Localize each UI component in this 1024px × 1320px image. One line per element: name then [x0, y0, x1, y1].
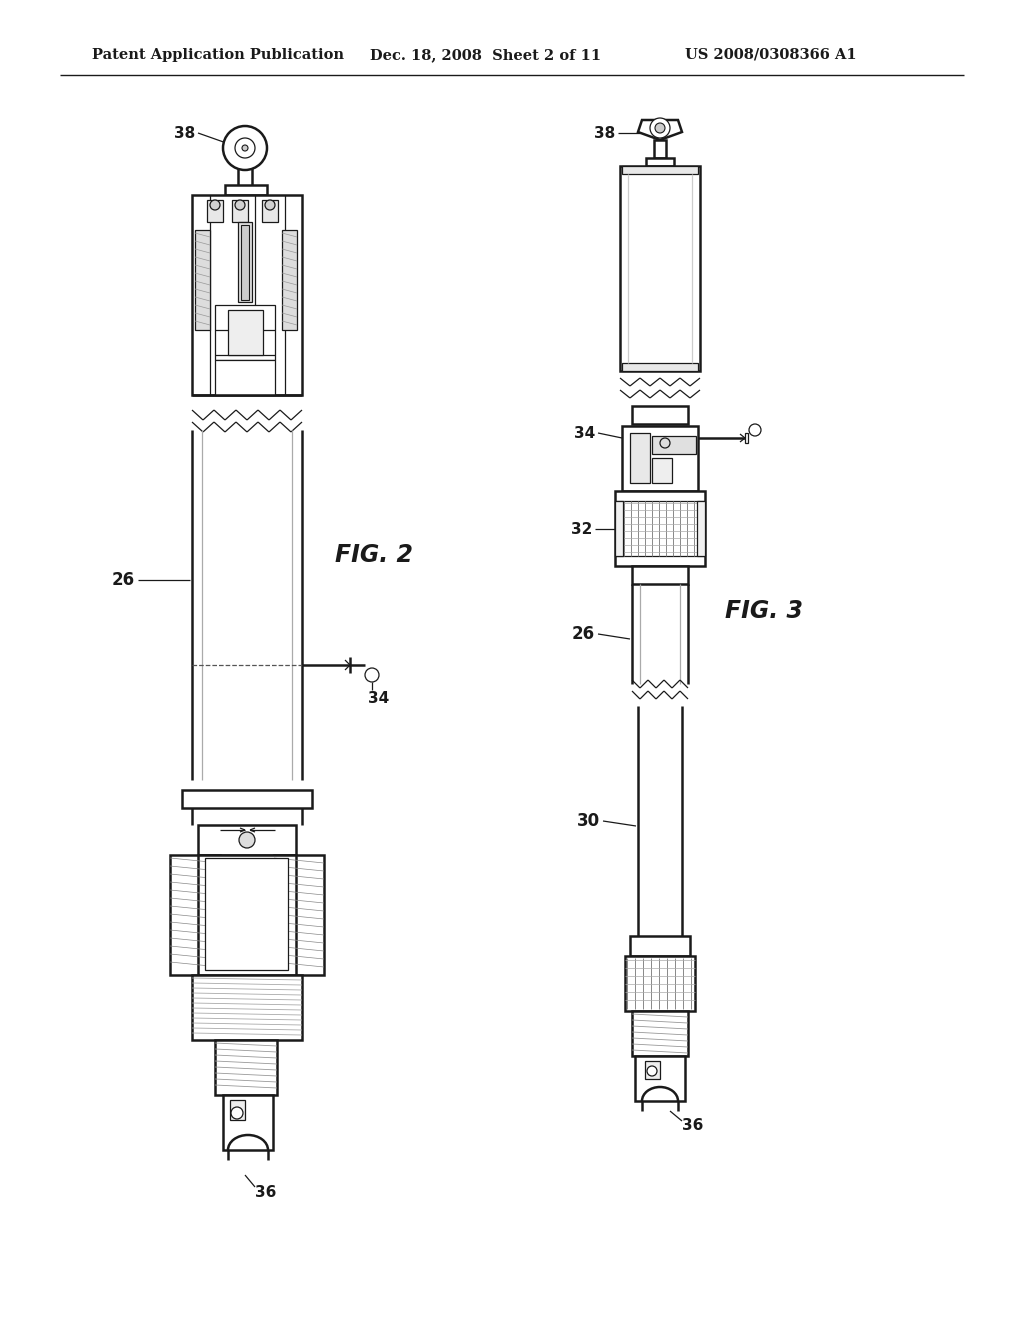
Bar	[745, 433, 748, 444]
Bar	[625, 956, 695, 1011]
Bar	[274, 855, 324, 975]
Bar	[630, 936, 690, 956]
Bar	[652, 436, 696, 454]
Bar	[198, 825, 296, 855]
Bar	[215, 1040, 278, 1096]
Bar	[241, 224, 249, 300]
Circle shape	[749, 424, 761, 436]
Bar	[652, 458, 672, 483]
Bar	[635, 1056, 685, 1101]
Text: Patent Application Publication: Patent Application Publication	[92, 48, 344, 62]
Text: US 2008/0308366 A1: US 2008/0308366 A1	[685, 48, 857, 62]
Circle shape	[234, 139, 255, 158]
Text: 36: 36	[682, 1118, 703, 1133]
Circle shape	[210, 201, 220, 210]
Text: 26: 26	[112, 572, 135, 589]
Bar	[215, 360, 275, 395]
Circle shape	[242, 145, 248, 150]
Bar	[228, 310, 263, 355]
Bar	[632, 407, 688, 424]
Bar	[697, 502, 705, 556]
Bar	[232, 201, 248, 222]
Bar	[630, 433, 650, 483]
Bar	[622, 166, 698, 174]
Bar	[223, 1096, 273, 1150]
Text: 30: 30	[577, 812, 600, 830]
Text: 34: 34	[368, 690, 389, 706]
Bar	[645, 1061, 660, 1078]
Text: 26: 26	[571, 624, 595, 643]
Bar	[632, 1011, 688, 1056]
Text: 34: 34	[573, 425, 595, 441]
Text: Dec. 18, 2008  Sheet 2 of 11: Dec. 18, 2008 Sheet 2 of 11	[370, 48, 601, 62]
Bar	[193, 975, 302, 1040]
Text: 32: 32	[570, 521, 592, 536]
Bar	[238, 168, 252, 186]
Bar	[654, 140, 666, 158]
Bar	[215, 305, 275, 360]
Circle shape	[231, 1107, 243, 1119]
Bar	[182, 789, 312, 808]
Circle shape	[265, 201, 275, 210]
Bar	[620, 166, 700, 371]
Bar	[615, 491, 705, 566]
Circle shape	[223, 125, 267, 170]
Bar	[195, 230, 210, 330]
Circle shape	[647, 1067, 657, 1076]
Bar	[170, 855, 220, 975]
Bar	[262, 201, 278, 222]
Bar	[622, 426, 698, 491]
Text: 36: 36	[255, 1185, 276, 1200]
Circle shape	[365, 668, 379, 682]
Bar	[225, 185, 267, 195]
Circle shape	[660, 438, 670, 447]
Bar	[198, 855, 296, 975]
Bar	[282, 230, 297, 330]
Text: FIG. 2: FIG. 2	[335, 543, 413, 568]
Polygon shape	[638, 120, 682, 140]
Bar	[622, 363, 698, 371]
Bar	[205, 858, 288, 970]
Text: 38: 38	[174, 125, 195, 140]
Bar	[632, 566, 688, 583]
Text: FIG. 3: FIG. 3	[725, 599, 803, 623]
Bar	[238, 222, 252, 302]
Bar	[615, 502, 623, 556]
Bar	[207, 201, 223, 222]
Bar	[230, 1100, 245, 1119]
Circle shape	[239, 832, 255, 847]
Circle shape	[650, 117, 670, 139]
Text: 38: 38	[594, 125, 615, 140]
Bar	[646, 158, 674, 166]
Circle shape	[655, 123, 665, 133]
Bar	[193, 195, 302, 395]
Circle shape	[234, 201, 245, 210]
